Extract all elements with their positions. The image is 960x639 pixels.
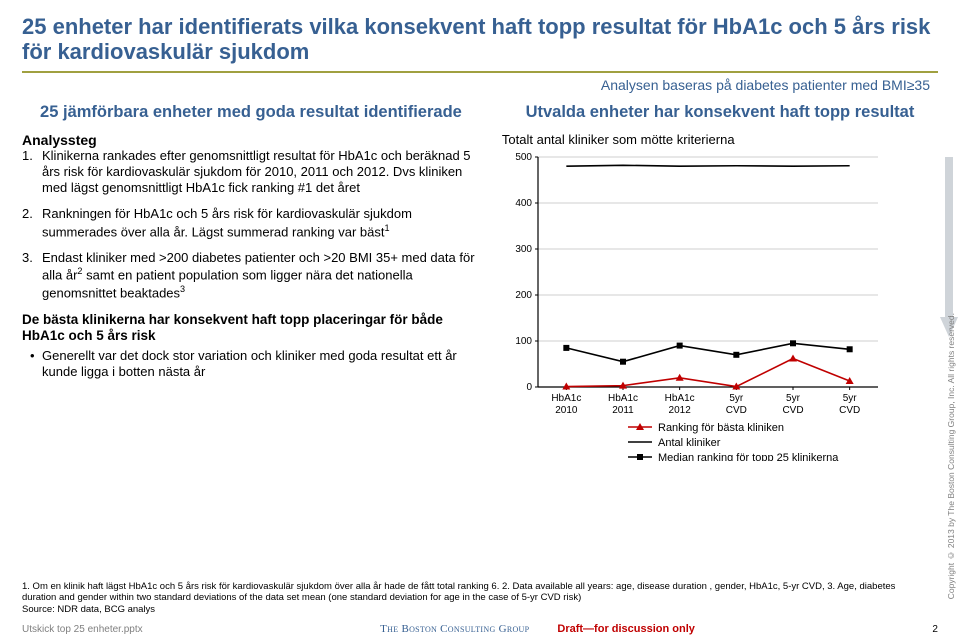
svg-text:CVD: CVD xyxy=(839,405,860,416)
svg-text:300: 300 xyxy=(515,244,532,255)
svg-text:100: 100 xyxy=(515,336,532,347)
svg-text:HbA1c: HbA1c xyxy=(608,393,638,404)
svg-text:CVD: CVD xyxy=(726,405,747,416)
svg-text:5yr: 5yr xyxy=(786,393,801,404)
svg-text:500: 500 xyxy=(515,152,532,163)
svg-text:Ranking för bästa kliniken: Ranking för bästa kliniken xyxy=(658,422,784,434)
svg-text:0: 0 xyxy=(526,382,532,393)
svg-text:400: 400 xyxy=(515,198,532,209)
step-item: 2. Rankningen för HbA1c och 5 års risk f… xyxy=(22,206,480,240)
svg-text:5yr: 5yr xyxy=(843,393,858,404)
step-item: 3. Endast kliniker med >200 diabetes pat… xyxy=(22,250,480,301)
step-number: 2. xyxy=(22,206,33,222)
conclusion-bullets: Generellt var det dock stor variation oc… xyxy=(22,348,480,381)
left-column: 25 jämförbara enheter med goda resultat … xyxy=(22,103,480,466)
step-text: Rankningen för HbA1c och 5 års risk för … xyxy=(42,206,412,239)
conclusion-heading: De bästa klinikerna har konsekvent haft … xyxy=(22,312,480,344)
footnote-text: 1. Om en klinik haft lägst HbA1c och 5 å… xyxy=(22,581,920,615)
draft-label: Draft—for discussion only xyxy=(557,623,695,635)
bcg-logo: The Boston Consulting Group xyxy=(380,623,529,635)
conclusion-bullet: Generellt var det dock stor variation oc… xyxy=(22,348,480,381)
slide-subtitle: Analysen baseras på diabetes patienter m… xyxy=(22,77,938,93)
right-column: Utvalda enheter har konsekvent haft topp… xyxy=(502,103,938,466)
chart-svg: 0100200300400500HbA1c2010HbA1c2011HbA1c2… xyxy=(502,151,902,461)
step-number: 1. xyxy=(22,148,33,164)
svg-text:2012: 2012 xyxy=(668,405,691,416)
slide-container: 25 enheter har identifierats vilka konse… xyxy=(0,0,960,466)
chart-title: Totalt antal kliniker som mötte kriterie… xyxy=(502,132,938,147)
step-text: Klinikerna rankades efter genomsnittligt… xyxy=(42,148,471,196)
columns: 25 jämförbara enheter med goda resultat … xyxy=(22,103,938,466)
svg-text:2011: 2011 xyxy=(612,405,634,416)
step-item: 1. Klinikerna rankades efter genomsnittl… xyxy=(22,148,480,197)
footnotes: 1. Om en klinik haft lägst HbA1c och 5 å… xyxy=(22,581,920,615)
svg-text:Antal kliniker: Antal kliniker xyxy=(658,437,721,449)
step-text: samt en patient population som ligger nä… xyxy=(42,268,413,301)
left-column-title: 25 jämförbara enheter med goda resultat … xyxy=(22,103,480,122)
step-number: 3. xyxy=(22,250,33,266)
svg-text:HbA1c: HbA1c xyxy=(665,393,695,404)
slide-title: 25 enheter har identifierats vilka konse… xyxy=(22,14,938,73)
step-sup: 1 xyxy=(385,223,390,233)
step-sup: 3 xyxy=(180,284,185,294)
filename: Utskick top 25 enheter.pptx xyxy=(22,624,143,635)
chart: 0100200300400500HbA1c2010HbA1c2011HbA1c2… xyxy=(502,151,938,466)
svg-text:Median ranking för topp 25 kli: Median ranking för topp 25 klinikerna xyxy=(658,452,839,461)
svg-text:HbA1c: HbA1c xyxy=(551,393,581,404)
right-column-title: Utvalda enheter har konsekvent haft topp… xyxy=(502,103,938,122)
steps-heading: Analyssteg xyxy=(22,132,480,148)
svg-text:5yr: 5yr xyxy=(729,393,744,404)
svg-text:200: 200 xyxy=(515,290,532,301)
page-number: 2 xyxy=(932,624,938,635)
svg-text:2010: 2010 xyxy=(555,405,578,416)
copyright-text: Copyright © 2013 by The Boston Consultin… xyxy=(946,313,956,599)
steps-list: 1. Klinikerna rankades efter genomsnittl… xyxy=(22,148,480,302)
bottom-bar: Utskick top 25 enheter.pptx The Boston C… xyxy=(22,623,938,635)
svg-text:CVD: CVD xyxy=(782,405,803,416)
